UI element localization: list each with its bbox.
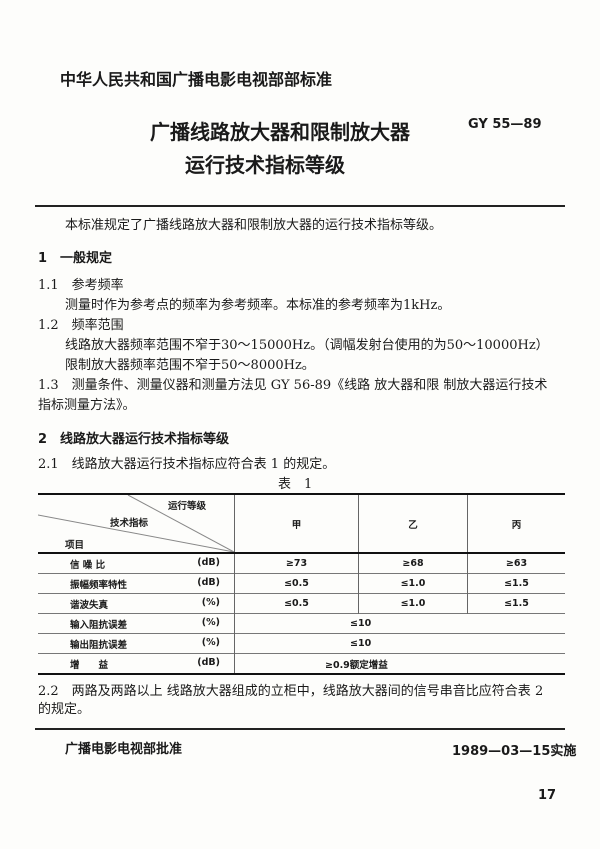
approval-note: 广播电影电视部批准 (65, 742, 183, 757)
grade-header: 丙 (467, 493, 565, 554)
header-rule (35, 205, 565, 207)
item-cell: 增 益 (dB) (38, 653, 235, 675)
item-unit: (dB) (197, 576, 220, 588)
diagonal-lines (38, 495, 234, 552)
section-2-2-cont: 的规定。 (38, 702, 91, 717)
grade-header: 乙 (358, 493, 468, 554)
item-label: 信 噪 比 (70, 559, 106, 571)
value-cell: ≤10 (234, 633, 565, 654)
intro: 本标准规定了广播线路放大器和限制放大器的运行技术指标等级。 (65, 218, 443, 233)
value-cell: ≥0.9额定增益 (234, 653, 565, 675)
value-cell: ≥73 (234, 552, 359, 574)
item-label: 输出阻抗误差 (70, 639, 128, 651)
value-cell: ≤1.0 (358, 573, 468, 594)
value-cell: ≤1.0 (358, 593, 468, 614)
table-caption: 表 1 (278, 477, 313, 492)
page-number: 17 (538, 788, 557, 803)
section-1-3-cont: 指标测量方法》。 (38, 398, 136, 413)
footer-rule (35, 728, 565, 730)
title-line1: 广播线路放大器和限制放大器 (150, 120, 410, 144)
item-label: 振幅频率特性 (70, 579, 128, 591)
spec-table: 运行等级 技术指标 项目 甲 乙 丙 信 噪 比 (dB) ≥73 ≥68 ≥63… (38, 493, 565, 675)
item-cell: 谐波失真 (%) (38, 593, 235, 614)
section-1: 1 一般规定 (38, 251, 113, 266)
table-row: 增 益 (dB) ≥0.9额定增益 (38, 653, 565, 675)
grade-header: 甲 (234, 493, 359, 554)
value-cell: ≤1.5 (467, 593, 565, 614)
section-2-2: 2.2 两路及两路以上 线路放大器组成的立柜中，线路放大器间的信号串音比应符合表… (38, 684, 544, 699)
title-line2: 运行技术指标等级 (185, 153, 345, 177)
section-2: 2 线路放大器运行技术指标等级 (38, 432, 230, 447)
item-unit: (dB) (197, 656, 220, 668)
section-1-3: 1.3 测量条件、测量仪器和测量方法见 GY 56-89《线路 放大器和限 制放… (38, 378, 548, 393)
issuing-org: 中华人民共和国广播电影电视部部标准 (60, 70, 333, 89)
section-1-1: 1.1 参考频率 (38, 278, 124, 293)
corner-top: 运行等级 (168, 501, 207, 512)
item-unit: (%) (201, 636, 220, 648)
table-row: 输入阻抗误差 (%) ≤10 (38, 613, 565, 634)
table-row: 谐波失真 (%) ≤0.5 ≤1.0 ≤1.5 (38, 593, 565, 614)
effective-date: 1989—03—15实施 (452, 744, 577, 759)
corner-middle: 技术指标 (110, 518, 149, 529)
table-header-row: 运行等级 技术指标 项目 甲 乙 丙 (38, 493, 565, 554)
item-cell: 输出阻抗误差 (%) (38, 633, 235, 654)
item-cell: 信 噪 比 (dB) (38, 552, 235, 574)
value-cell: ≥68 (358, 552, 468, 574)
section-1-2: 1.2 频率范围 (38, 318, 124, 333)
value-cell: ≤10 (234, 613, 565, 634)
table-row: 输出阻抗误差 (%) ≤10 (38, 633, 565, 654)
item-unit: (%) (201, 596, 220, 608)
value-cell: ≤1.5 (467, 573, 565, 594)
item-cell: 输入阻抗误差 (%) (38, 613, 235, 634)
item-unit: (dB) (197, 556, 220, 568)
item-label: 谐波失真 (70, 599, 109, 611)
section-1-2-text1: 线路放大器频率范围不窄于30～15000Hz。（调幅发射台使用的为50～1000… (65, 338, 549, 353)
value-cell: ≤0.5 (234, 593, 359, 614)
section-1-1-text: 测量时作为参考点的频率为参考频率。本标准的参考频率为1kHz。 (65, 298, 451, 313)
value-cell: ≤0.5 (234, 573, 359, 594)
table-row: 振幅频率特性 (dB) ≤0.5 ≤1.0 ≤1.5 (38, 573, 565, 594)
section-1-2-text2: 限制放大器频率范围不窄于50～8000Hz。 (65, 358, 315, 373)
item-label: 输入阻抗误差 (70, 619, 128, 631)
standard-code: GY 55—89 (468, 117, 542, 132)
item-unit: (%) (201, 616, 220, 628)
item-cell: 振幅频率特性 (dB) (38, 573, 235, 594)
item-label: 增 益 (70, 659, 109, 671)
corner-bottom: 项目 (65, 540, 85, 551)
value-cell: ≥63 (467, 552, 565, 574)
table-row: 信 噪 比 (dB) ≥73 ≥68 ≥63 (38, 552, 565, 574)
table-corner-cell: 运行等级 技术指标 项目 (38, 493, 235, 554)
section-2-1: 2.1 线路放大器运行技术指标应符合表 1 的规定。 (38, 457, 336, 472)
